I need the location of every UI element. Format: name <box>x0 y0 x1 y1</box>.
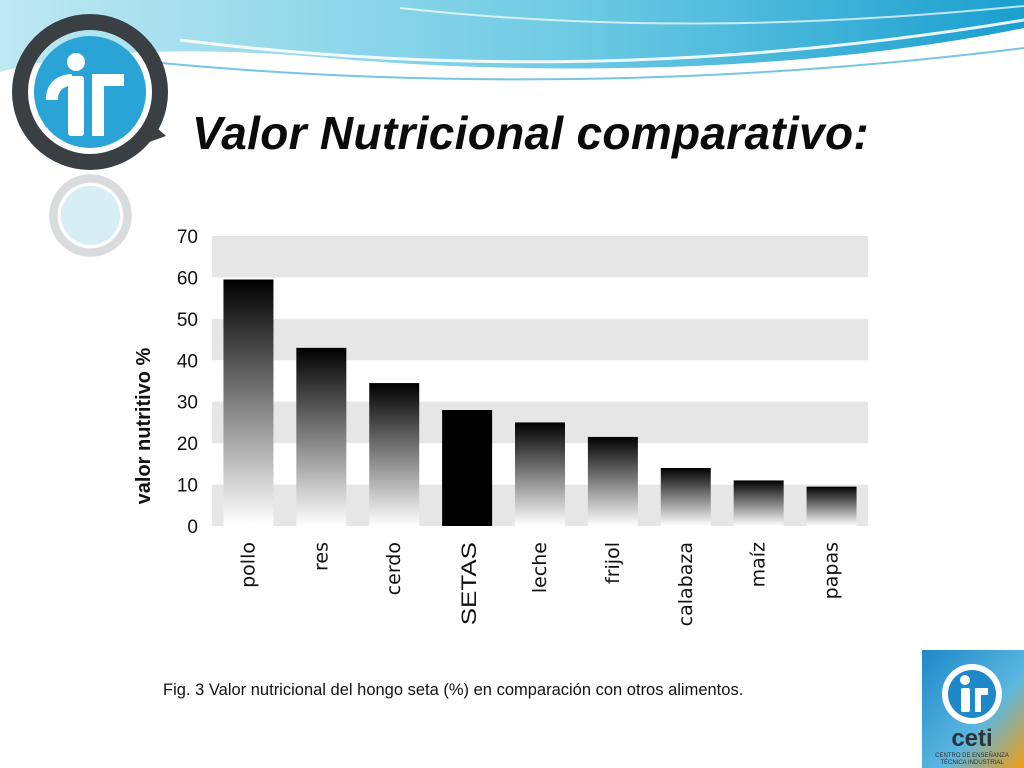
x-tick-label: pollo <box>237 542 259 588</box>
y-axis-label: valor nutritivo % <box>133 347 155 504</box>
x-tick-label: papas <box>821 542 843 599</box>
figure-label: Fig. 3 <box>163 681 205 699</box>
slide-title: Valor Nutricional comparativo: <box>192 107 869 159</box>
bar-chart: 0 10 20 30 40 50 60 70 pollo res cerdo SETAS leche f… <box>133 227 868 626</box>
institution-logo <box>12 14 168 170</box>
y-tick-label: 70 <box>177 227 198 248</box>
brand-subtitle-1: CENTRO DE ENSEÑANZA <box>935 752 1009 759</box>
bar-category <box>587 436 638 526</box>
x-tick-label: SETAS <box>457 542 481 625</box>
brand-name: ceti <box>951 725 992 752</box>
bar-category <box>806 486 857 526</box>
y-tick-label: 60 <box>177 268 198 289</box>
y-tick-label: 10 <box>177 476 198 497</box>
bar-category <box>223 279 274 526</box>
x-tick-label: calabaza <box>675 542 697 626</box>
y-tick-label: 20 <box>177 434 198 455</box>
brand-subtitle-2: TÉCNICA INDUSTRIAL <box>940 759 1004 766</box>
bar-category <box>660 468 711 526</box>
bar-category <box>733 480 784 526</box>
x-tick-label: res <box>310 542 332 571</box>
bar-category <box>296 347 347 526</box>
x-tick-label: frijol <box>602 542 624 584</box>
bar-category <box>369 383 420 526</box>
x-tick-label: maíz <box>748 542 770 587</box>
caption-text: Valor nutricional del hongo seta (%) en … <box>208 681 744 699</box>
bar-category <box>515 422 565 526</box>
x-tick-label: leche <box>529 542 551 593</box>
y-tick-label: 50 <box>177 310 198 331</box>
bar-highlight <box>442 410 493 526</box>
header-swoosh <box>0 0 1024 81</box>
y-tick-label: 40 <box>177 351 198 372</box>
x-tick-label: cerdo <box>383 542 405 595</box>
y-tick-label: 30 <box>177 393 198 414</box>
grid-band <box>212 236 868 278</box>
y-tick-label: 0 <box>187 517 198 538</box>
ceti-brand-logo: ceti CENTRO DE ENSEÑANZA TÉCNICA INDUSTR… <box>922 650 1024 768</box>
figure-caption: Fig. 3 Valor nutricional del hongo seta … <box>163 681 743 700</box>
logo-reflection <box>49 174 132 257</box>
